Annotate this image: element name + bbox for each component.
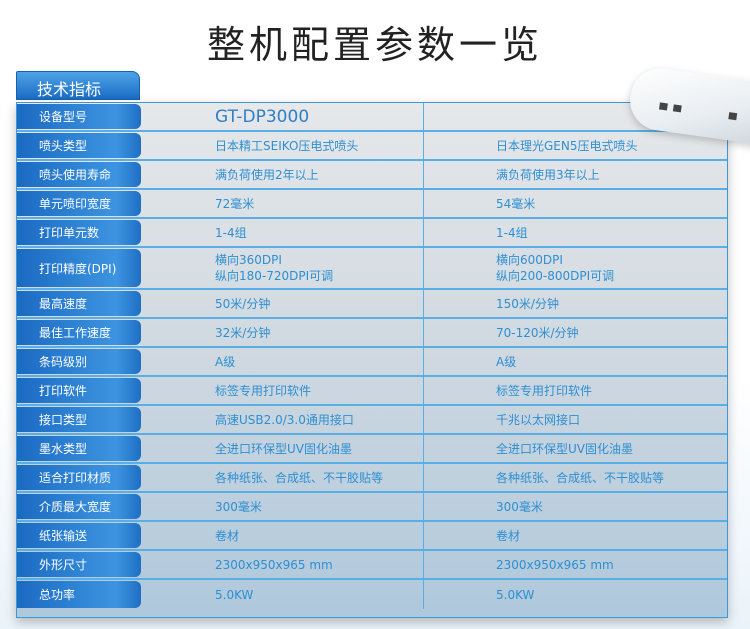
table-row: 设备型号 GT-DP3000 [17, 103, 727, 132]
row-label: 喷头使用寿命 [17, 162, 141, 187]
value-cell: 5.0KW [141, 580, 424, 609]
value-cell: 300毫米 [496, 499, 543, 514]
row-label: 总功率 [17, 581, 141, 608]
table-row: 单元喷印宽度 72毫米 54毫米 [17, 190, 727, 219]
value-cell: GT-DP3000 [141, 103, 424, 130]
value-cell: 2300x950x965 mm [141, 551, 424, 578]
value-cell: 70-120米/分钟 [496, 325, 579, 340]
row-label: 适合打印材质 [17, 465, 141, 490]
row-label: 喷头类型 [17, 133, 141, 158]
value-cell: A级 [141, 348, 424, 375]
value-cell: 1-4组 [141, 219, 424, 246]
row-label: 纸张输送 [17, 523, 141, 548]
value-cell: 日本理光GEN5压电式喷头 [496, 138, 638, 153]
value-cell: 各种纸张、合成纸、不干胶贴等 [141, 464, 424, 491]
table-row: 总功率 5.0KW 5.0KW [17, 580, 727, 609]
value-cell: 满负荷使用2年以上 [141, 161, 424, 188]
row-label: 打印单元数 [17, 220, 141, 245]
table-row: 打印精度(DPI) 横向360DPI 纵向180-720DPI可调 横向600DPI 纵… [17, 248, 727, 290]
row-label: 最高速度 [17, 291, 141, 316]
row-label: 最佳工作速度 [17, 320, 141, 345]
row-label: 单元喷印宽度 [17, 191, 141, 216]
value-cell: 50米/分钟 [141, 290, 424, 317]
row-label: 打印精度(DPI) [17, 249, 141, 287]
value-cell: 横向360DPI 纵向180-720DPI可调 [141, 248, 424, 288]
value-cell: 全进口环保型UV固化油墨 [141, 435, 424, 462]
row-label: 接口类型 [17, 407, 141, 432]
value-cell: 各种纸张、合成纸、不干胶贴等 [496, 470, 665, 485]
table-row: 适合打印材质 各种纸张、合成纸、不干胶贴等 各种纸张、合成纸、不干胶贴等 [17, 464, 727, 493]
table-row: 喷头使用寿命 满负荷使用2年以上 满负荷使用3年以上 [17, 161, 727, 190]
value-line: 纵向200-800DPI可调 [496, 269, 615, 283]
value-cell: 5.0KW [496, 587, 535, 602]
value-cell: 72毫米 [141, 190, 424, 217]
row-label: 设备型号 [17, 104, 141, 129]
table-row: 最佳工作速度 32米/分钟 70-120米/分钟 [17, 319, 727, 348]
row-label: 外形尺寸 [17, 552, 141, 577]
value-cell: 150米/分钟 [496, 296, 559, 311]
table-row: 外形尺寸 2300x950x965 mm 2300x950x965 mm [17, 551, 727, 580]
value-cell: 32米/分钟 [141, 319, 424, 346]
table-row: 条码级别 A级 A级 [17, 348, 727, 377]
value-cell: 2300x950x965 mm [496, 557, 614, 572]
table-row: 最高速度 50米/分钟 150米/分钟 [17, 290, 727, 319]
value-line: 横向600DPI [496, 253, 563, 267]
value-cell: 卷材 [496, 528, 521, 543]
value-cell: 1-4组 [496, 225, 528, 240]
row-label: 条码级别 [17, 349, 141, 374]
spec-header: 技术指标 [16, 71, 140, 100]
value-cell: 千兆以太网接口 [496, 412, 581, 427]
value-cell: 满负荷使用3年以上 [496, 167, 600, 182]
value-cell: A级 [496, 354, 517, 369]
value-cell: 横向600DPI 纵向200-800DPI可调 [424, 248, 727, 288]
value-cell: 高速USB2.0/3.0通用接口 [141, 406, 424, 433]
row-label: 介质最大宽度 [17, 494, 141, 519]
value-line: 横向360DPI [215, 253, 282, 267]
value-cell: 标签专用打印软件 [496, 383, 593, 398]
value-cell: 卷材 [141, 522, 424, 549]
value-cell: 54毫米 [496, 196, 536, 211]
table-row: 打印单元数 1-4组 1-4组 [17, 219, 727, 248]
spec-table: 设备型号 GT-DP3000 喷头类型 日本精工SEIKO压电式喷头 日本理光GEN5压… [16, 102, 728, 618]
value-cell: 全进口环保型UV固化油墨 [496, 441, 633, 456]
value-line: 纵向180-720DPI可调 [215, 269, 334, 283]
table-row: 打印软件 标签专用打印软件 标签专用打印软件 [17, 377, 727, 406]
row-label: 墨水类型 [17, 436, 141, 461]
table-row: 纸张输送 卷材 卷材 [17, 522, 727, 551]
table-row: 介质最大宽度 300毫米 300毫米 [17, 493, 727, 522]
value-cell: 标签专用打印软件 [141, 377, 424, 404]
row-label: 打印软件 [17, 378, 141, 403]
value-cell: 日本精工SEIKO压电式喷头 [141, 132, 424, 159]
value-cell: 300毫米 [141, 493, 424, 520]
table-row: 墨水类型 全进口环保型UV固化油墨 全进口环保型UV固化油墨 [17, 435, 727, 464]
table-row: 喷头类型 日本精工SEIKO压电式喷头 日本理光GEN5压电式喷头 [17, 132, 727, 161]
table-row: 接口类型 高速USB2.0/3.0通用接口 千兆以太网接口 [17, 406, 727, 435]
page-title: 整机配置参数一览 [206, 23, 543, 67]
